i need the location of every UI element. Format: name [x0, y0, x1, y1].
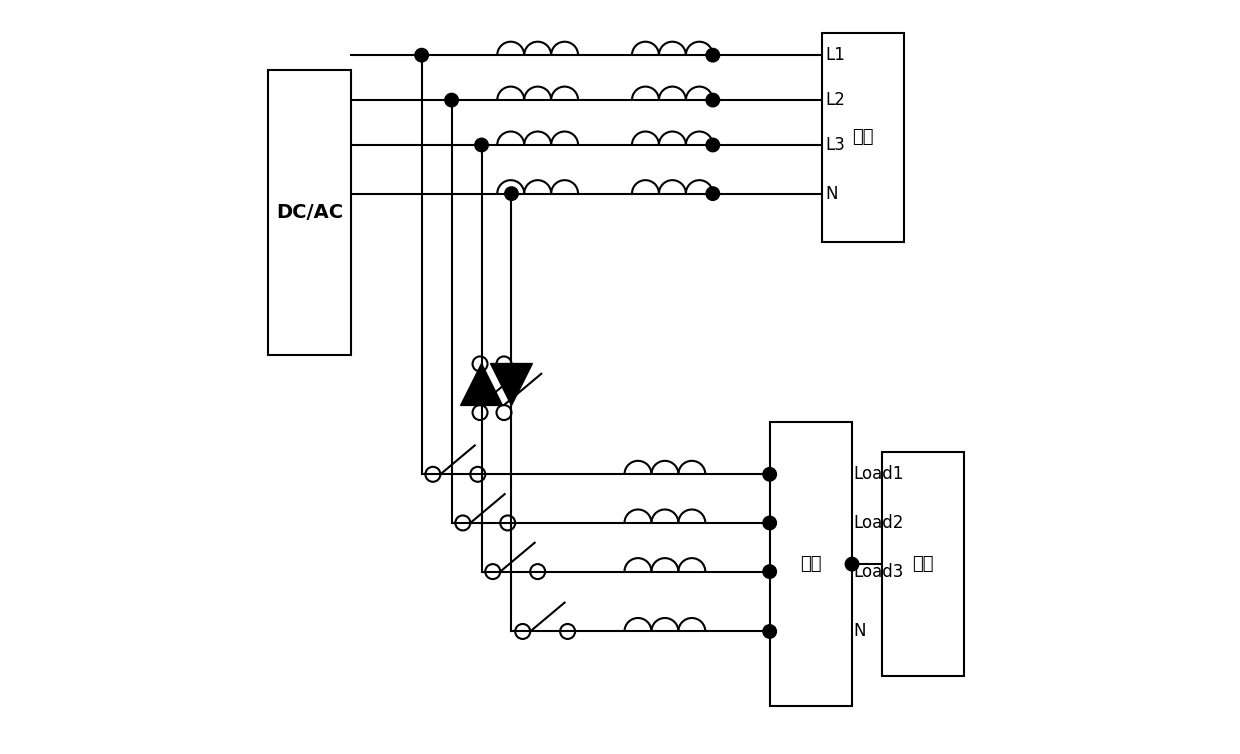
Circle shape: [846, 557, 859, 571]
Text: 电网: 电网: [852, 128, 874, 146]
Circle shape: [415, 48, 428, 62]
Text: L2: L2: [826, 91, 846, 109]
Text: N: N: [826, 185, 838, 203]
Polygon shape: [460, 363, 502, 406]
Bar: [770, 422, 852, 706]
Circle shape: [763, 625, 776, 638]
Text: 负载: 负载: [913, 555, 934, 573]
Circle shape: [763, 516, 776, 529]
Circle shape: [706, 138, 719, 152]
Text: Load2: Load2: [853, 514, 904, 532]
Bar: [882, 452, 965, 676]
Circle shape: [763, 467, 776, 481]
Bar: [822, 32, 904, 242]
Text: Load3: Load3: [853, 562, 904, 581]
Text: N: N: [853, 623, 866, 640]
Bar: [268, 70, 351, 354]
Circle shape: [706, 187, 719, 201]
Circle shape: [706, 93, 719, 107]
Text: Load1: Load1: [853, 465, 904, 483]
Text: 离网: 离网: [800, 555, 822, 573]
Circle shape: [706, 48, 719, 62]
Text: L1: L1: [826, 46, 846, 64]
Circle shape: [475, 138, 489, 152]
Text: DC/AC: DC/AC: [275, 203, 343, 222]
Polygon shape: [491, 363, 532, 406]
Circle shape: [763, 565, 776, 578]
Text: L3: L3: [826, 136, 846, 154]
Circle shape: [505, 187, 518, 201]
Circle shape: [445, 93, 459, 107]
